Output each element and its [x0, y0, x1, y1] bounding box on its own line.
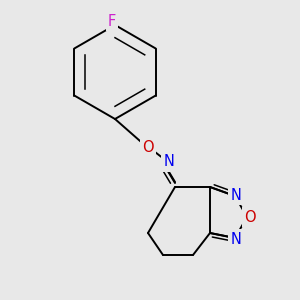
Text: F: F — [108, 14, 116, 29]
Text: O: O — [142, 140, 154, 155]
Text: N: N — [231, 188, 242, 202]
Text: N: N — [231, 232, 242, 247]
Text: O: O — [244, 209, 256, 224]
Text: N: N — [164, 154, 174, 169]
